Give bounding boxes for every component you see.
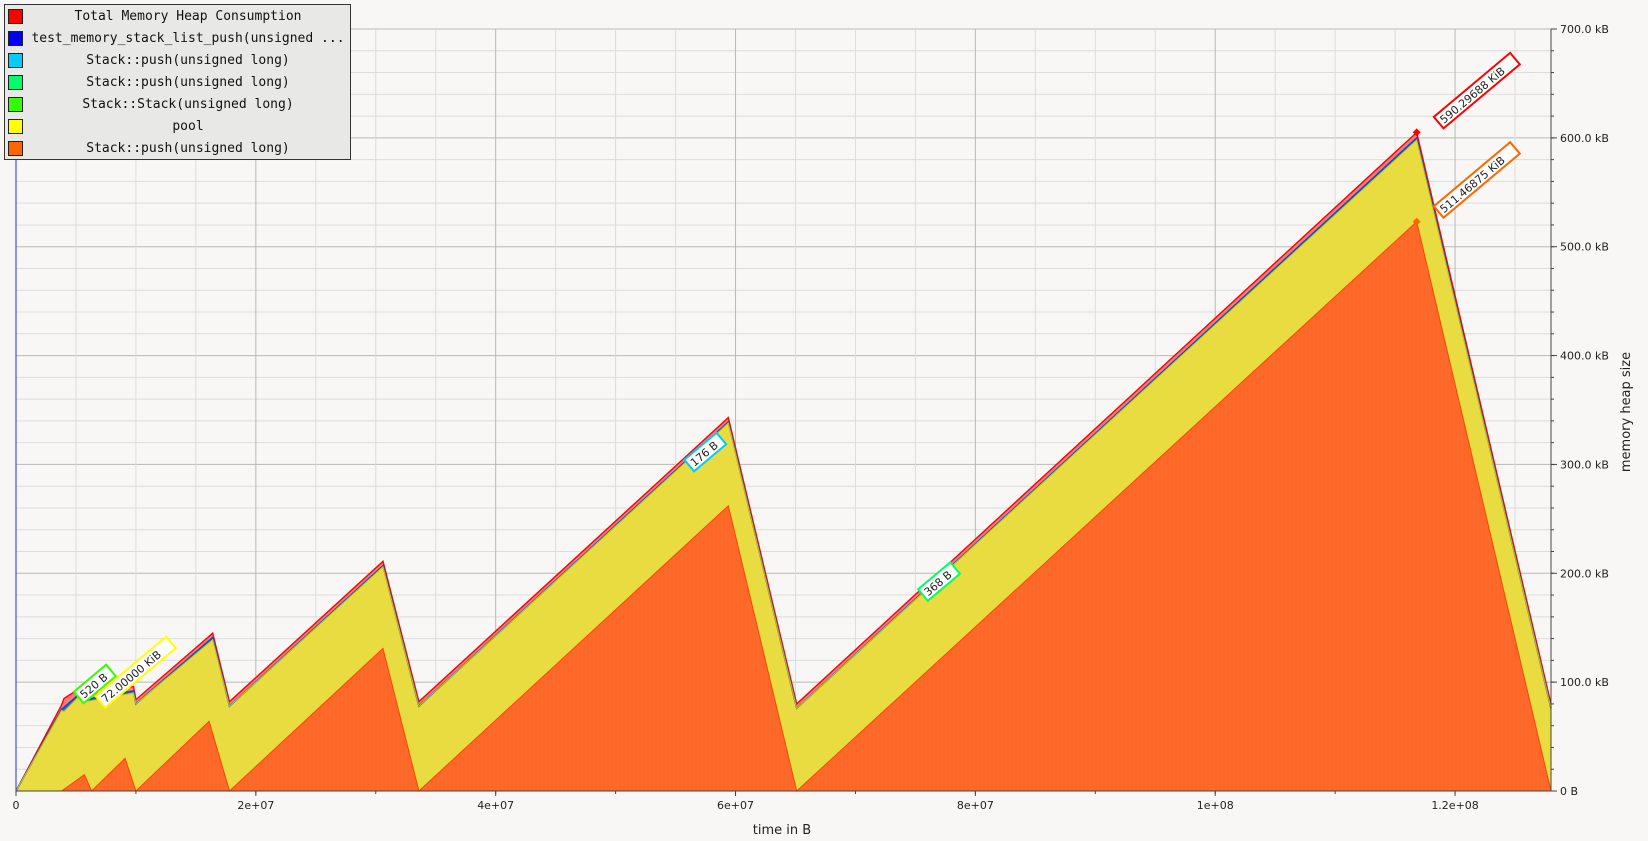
y-tick-label: 300.0 kB [1560, 458, 1609, 471]
legend-item[interactable]: test_memory_stack_list_push(unsigned ... [5, 27, 350, 49]
legend-swatch [8, 140, 23, 156]
y-tick-label: 100.0 kB [1560, 676, 1609, 689]
legend-swatch [8, 96, 23, 112]
x-tick-label: 6e+07 [717, 799, 754, 812]
x-tick-label: 2e+07 [237, 799, 274, 812]
axes: 0 2e+07 4e+07 6e+07 8e+07 1e+08 1.2e+08 0 B 100.… [13, 23, 1609, 812]
x-tick-label: 8e+07 [957, 799, 994, 812]
annotation: 368 B [916, 560, 962, 603]
y-axis-label: memory heap size [1619, 352, 1634, 472]
legend-label: pool [172, 118, 204, 134]
legend-swatch [8, 30, 23, 46]
annotation-box [1432, 51, 1522, 130]
peak-marker [1412, 217, 1421, 226]
series-line [16, 220, 1552, 792]
legend-label: Stack::push(unsigned long) [86, 74, 290, 90]
legend-item[interactable]: Total Memory Heap Consumption [5, 5, 350, 27]
series-area [16, 221, 1551, 791]
legend-swatch [8, 118, 23, 134]
legend-item[interactable]: Stack::push(unsigned long) [5, 137, 350, 159]
x-tick-label: 0 [13, 799, 20, 812]
series-line [15, 131, 1552, 792]
y-tick-label: 200.0 kB [1560, 567, 1609, 580]
legend-swatch [8, 8, 23, 24]
x-tick-label: 4e+07 [477, 799, 514, 812]
x-tick-label: 1.2e+08 [1431, 799, 1478, 812]
y-tick-label: 500.0 kB [1560, 241, 1609, 254]
legend-label: Stack::push(unsigned long) [86, 52, 290, 68]
y-tick-label: 400.0 kB [1560, 350, 1609, 363]
legend-label: Stack::Stack(unsigned long) [82, 96, 294, 112]
annotation-box [682, 431, 728, 473]
x-tick-label: 1e+08 [1197, 799, 1234, 812]
x-axis-label: time in B [753, 823, 811, 838]
series-line [15, 139, 1552, 792]
y-tick-label: 700.0 kB [1560, 23, 1609, 36]
annotation-box [916, 560, 962, 603]
legend-label: Stack::push(unsigned long) [86, 140, 290, 156]
legend-swatch [8, 52, 23, 68]
annotation-box [72, 663, 118, 705]
legend-swatch [8, 74, 23, 90]
legend-item[interactable]: pool [5, 115, 350, 137]
peak-markers [1412, 128, 1421, 226]
y-tick-label: 600.0 kB [1560, 132, 1609, 145]
legend-label: test_memory_stack_list_push(unsigned ... [31, 30, 345, 46]
legend-item[interactable]: Stack::Stack(unsigned long) [5, 93, 350, 115]
peak-marker [1412, 128, 1421, 137]
annotation-box [94, 635, 178, 709]
legend: Total Memory Heap Consumption test_memor… [4, 4, 351, 160]
annotation-box [1432, 140, 1522, 220]
legend-label: Total Memory Heap Consumption [74, 8, 302, 24]
legend-item[interactable]: Stack::push(unsigned long) [5, 49, 350, 71]
y-tick-label: 0 B [1560, 785, 1578, 798]
legend-item[interactable]: Stack::push(unsigned long) [5, 71, 350, 93]
